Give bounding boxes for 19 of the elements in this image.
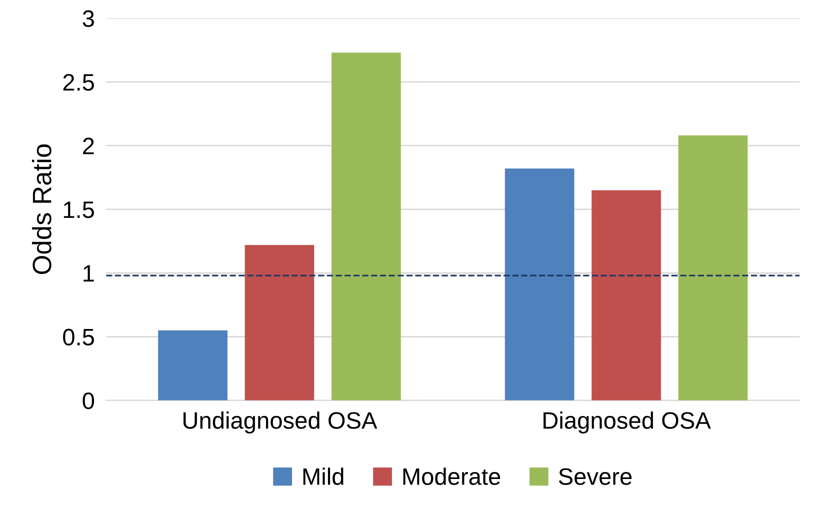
y-tick-label: 2 [83,138,94,154]
legend-label: Moderate [403,468,500,485]
y-tick-label: 1.5 [64,202,94,218]
bar [332,52,401,400]
y-tick-label: 1 [84,265,94,282]
bar [244,244,314,400]
legend-label: Severe [558,468,632,485]
y-tick-label: 0 [82,392,94,410]
x-tick-label: Undiagnosed OSA [184,412,378,434]
y-axis-title: Odds Ratio [32,144,52,274]
bar [678,135,748,400]
legend-label: Mild [303,468,344,485]
bar [504,168,574,400]
y-tick-label: 3 [82,10,94,27]
x-tick-label: Diagnosed OSA [544,412,711,434]
bar [592,190,661,400]
y-tick-label: 2.5 [63,74,94,91]
bar [158,330,228,400]
y-tick-label: 0.5 [63,328,94,346]
